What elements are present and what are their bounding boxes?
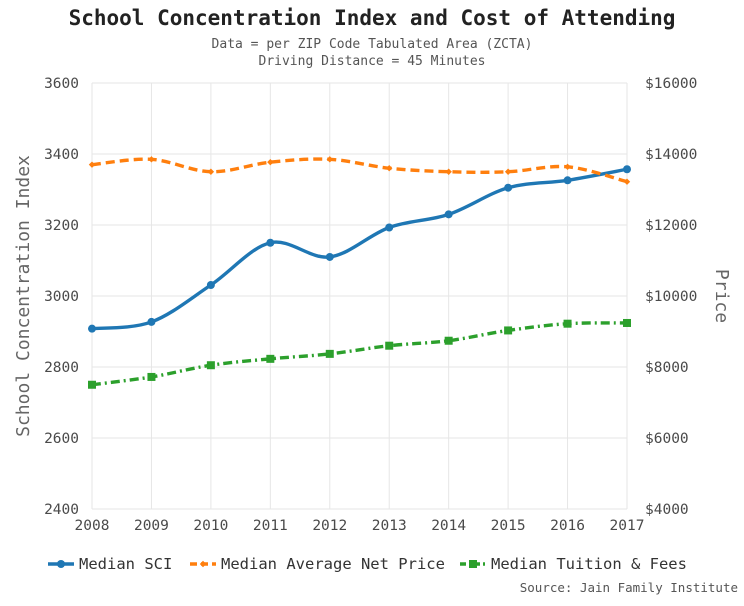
data-point [504,168,512,175]
y2-axis-title: Price [711,269,732,323]
legend-label: Median Tuition & Fees [491,555,687,573]
chart-title: School Concentration Index and Cost of A… [69,6,676,30]
x-tick-label: 2008 [75,518,110,534]
x-tick-label: 2015 [491,518,526,534]
series-line [91,321,628,387]
data-point [444,336,453,345]
axis-ticks: 2400 2600 2800 3000 3200 3400 3600 $4000 $6000 $8… [44,76,697,534]
series-line [91,157,628,184]
data-point [386,165,393,172]
x-tick-label: 2016 [550,518,585,534]
y-tick-label: 2800 [44,360,79,376]
series-median-tuition-fees [88,318,631,389]
data-point [445,168,452,175]
series-median-average-net-price [88,156,631,185]
data-point [88,324,96,333]
y-tick-label: 2600 [44,431,79,447]
data-point [148,156,155,163]
legend-item: Median Tuition & Fees [460,555,687,573]
legend-item: Median Average Net Price [190,555,445,573]
y-axis-title: School Concentration Index [13,155,34,437]
source-note: Source: Jain Family Institute [520,580,738,595]
x-tick-label: 2011 [253,518,288,534]
legend-label: Median SCI [79,555,172,573]
data-point [623,318,631,327]
x-tick-label: 2009 [134,518,169,534]
data-point [88,380,96,389]
data-point [444,210,453,219]
data-point [385,341,394,350]
y-tick-label: 3400 [44,147,79,163]
y-tick-label: 3000 [44,289,79,305]
data-point [266,238,275,247]
data-point [385,223,394,232]
y-tick-label: 3200 [44,218,79,234]
data-point [266,354,275,363]
data-point [623,178,631,185]
y-tick-label: 3600 [44,76,79,92]
legend-label: Median Average Net Price [221,555,445,573]
data-point [563,319,572,328]
y2-tick-label: $12000 [645,218,697,234]
data-point [88,161,96,168]
y2-tick-label: $6000 [645,431,689,447]
y2-tick-label: $16000 [645,76,697,92]
y2-tick-label: $8000 [645,360,689,376]
data-point [623,165,631,174]
y-tick-label: 2400 [44,502,79,518]
y2-tick-label: $4000 [645,502,689,518]
data-point [325,252,334,261]
x-tick-label: 2010 [193,518,228,534]
data-point [504,183,513,192]
x-tick-label: 2013 [372,518,407,534]
plot-series [88,156,631,389]
legend-item: Median SCI [48,555,172,573]
data-point [207,168,215,175]
data-point [147,372,156,381]
legend-marker [199,560,207,568]
x-tick-label: 2014 [431,518,466,534]
legend: Median SCI Median Average Net Price Median… [48,555,687,573]
data-point [504,326,513,335]
data-point [206,280,215,289]
grid [91,82,628,510]
y2-tick-label: $10000 [645,289,697,305]
x-tick-label: 2012 [312,518,347,534]
data-point [147,317,156,326]
data-point [564,163,571,170]
data-point [206,361,215,370]
chart-subtitle-line-2: Driving Distance = 45 Minutes [259,54,486,69]
data-point [325,349,334,358]
x-tick-label: 2017 [610,518,645,534]
data-point [563,176,572,185]
chart-subtitle-line-1: Data = per ZIP Code Tabulated Area (ZCTA… [212,37,533,52]
data-point [326,156,333,163]
series-line [91,167,628,331]
series-median-sci [88,165,631,333]
legend-marker [57,560,65,568]
y2-tick-label: $14000 [645,147,697,163]
legend-marker [469,560,477,568]
data-point [267,158,274,166]
